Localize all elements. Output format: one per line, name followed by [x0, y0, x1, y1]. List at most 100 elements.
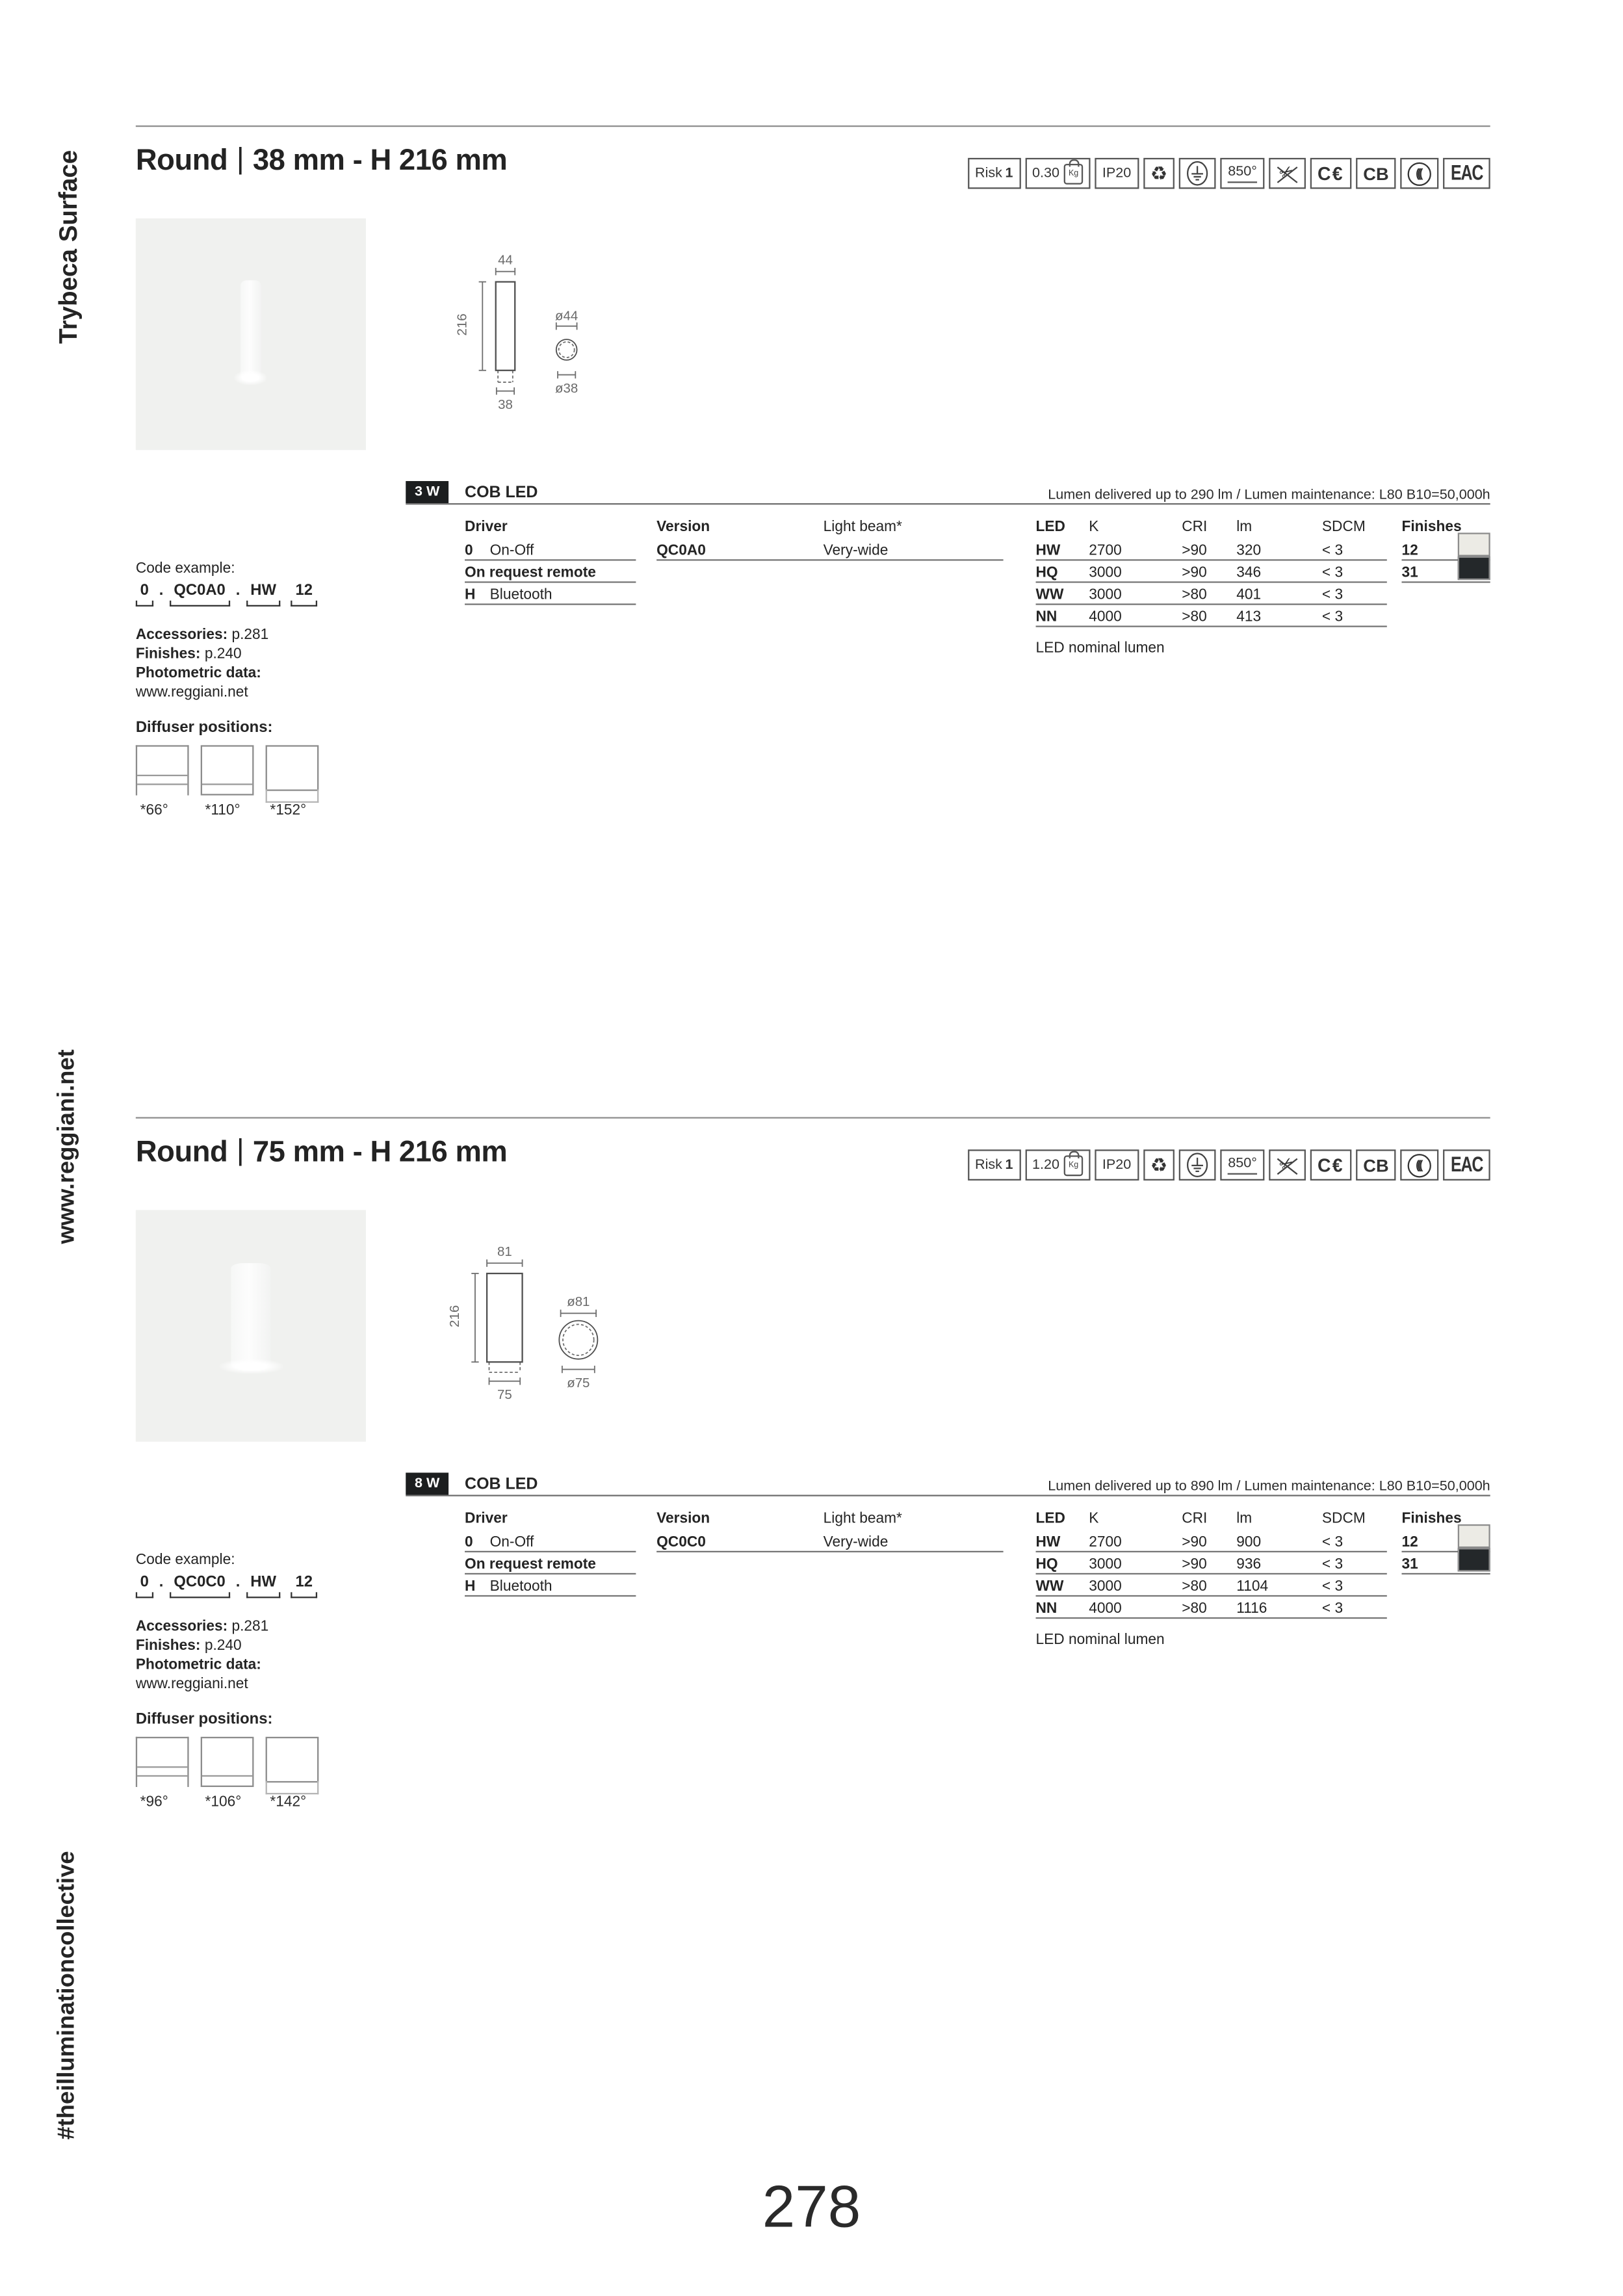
diffuser-angle: *66°: [140, 802, 168, 819]
light-beam-header: Light beam*: [823, 519, 902, 536]
recycle-icon: ♻: [1150, 162, 1168, 185]
code-part: 12: [291, 581, 317, 607]
driver-code: 0: [465, 1534, 473, 1551]
led-cri: >80: [1182, 1600, 1207, 1617]
eac-badge: EAC: [1443, 1149, 1490, 1181]
code-example-label: Code example:: [135, 560, 235, 577]
led-k: 3000: [1089, 1556, 1122, 1573]
diffuser-positions-label: Diffuser positions:: [135, 1710, 273, 1729]
code-part: HW: [246, 1572, 281, 1598]
diffuser-extension: [265, 789, 319, 803]
spec-divider: [406, 503, 1490, 505]
risk-value: 1: [1005, 165, 1013, 182]
risk-label: Risk: [975, 165, 1002, 182]
driver-value-2: Bluetooth: [489, 1578, 552, 1595]
product-photo: [135, 218, 366, 450]
table-line: [465, 1550, 636, 1553]
led-sdcm: < 3: [1321, 587, 1344, 604]
diffuser-diagram-1: [135, 1736, 189, 1787]
eac-mark: EAC: [1451, 1153, 1483, 1177]
eac-badge: EAC: [1443, 157, 1490, 189]
code-bracket: [291, 1592, 317, 1598]
temperature-badge: 850°: [1220, 157, 1265, 189]
dim-height: 216: [447, 1305, 462, 1327]
led-sdcm: < 3: [1321, 1578, 1344, 1595]
table-line: [656, 559, 1004, 561]
ccc-badge: (((: [1400, 1149, 1439, 1181]
led-cri: >90: [1182, 1556, 1207, 1573]
dimension-lines: [471, 1259, 599, 1385]
diffuser-positions-label: Diffuser positions:: [135, 718, 273, 737]
driver-header: Driver: [465, 1511, 508, 1528]
finishes-label: Finishes:: [135, 1637, 201, 1654]
diffuser-plate: [201, 1775, 253, 1777]
code-dot: .: [159, 1572, 164, 1591]
weight-value: 1.20: [1032, 1156, 1060, 1173]
diffuser-plate: [201, 783, 253, 786]
led-cri: >90: [1182, 543, 1207, 560]
table-line: [1035, 1595, 1387, 1597]
technical-drawing: 44 216 38 ø44 ø38: [443, 241, 694, 447]
diffuser-angles: *66° *110° *152°: [136, 803, 331, 819]
table-line: [465, 1595, 636, 1597]
risk-label: Risk: [975, 1156, 1002, 1173]
no-scissors-icon: ✂: [1276, 1153, 1298, 1176]
wattage-badge: 3 W: [406, 481, 449, 504]
diffuser-angles: *96° *106° *142°: [136, 1794, 331, 1810]
ip-value: IP20: [1102, 1156, 1132, 1173]
cb-mark: CB: [1363, 163, 1389, 184]
led-k: 3000: [1089, 587, 1122, 604]
table-line: [1035, 603, 1387, 605]
table-line: [1035, 1617, 1387, 1619]
diffuser-angle: *142°: [270, 1794, 307, 1811]
driver-value: On-Off: [489, 543, 534, 560]
photometric-url: www.reggiani.net: [135, 685, 248, 701]
light-glow: [218, 1359, 283, 1374]
diffuser-angle: *106°: [205, 1794, 242, 1811]
led-cri: >90: [1182, 565, 1207, 582]
code-part-text: 0: [140, 1572, 149, 1591]
led-k: 3000: [1089, 565, 1122, 582]
finish-swatch-white: [1457, 532, 1490, 556]
led-col-header: LED: [1035, 519, 1065, 536]
code-part: HW: [246, 581, 281, 607]
recycle-icon: ♻: [1150, 1154, 1168, 1177]
eac-mark: EAC: [1451, 162, 1483, 185]
table-line: [656, 1550, 1004, 1553]
lm-col-header: lm: [1236, 519, 1253, 536]
diffuser-diagram-2: [200, 745, 254, 796]
version-value: QC0C0: [656, 1534, 706, 1551]
recycle-badge: ♻: [1143, 157, 1175, 189]
led-code: HW: [1035, 543, 1061, 560]
dim-bottom-width: 75: [497, 1387, 512, 1402]
finish-code: 31: [1401, 565, 1418, 582]
led-lm: 1116: [1236, 1600, 1267, 1617]
led-lm: 900: [1236, 1534, 1262, 1551]
weight-unit: Kg: [1068, 168, 1079, 178]
ce-mark: C€: [1317, 163, 1344, 184]
code-part-text: 12: [295, 1572, 313, 1591]
code-part-text: QC0C0: [174, 1572, 226, 1591]
table-line: [465, 603, 636, 605]
accessories-page: p.281: [231, 1619, 269, 1636]
technical-drawing: 81 216 75 ø81 ø75: [443, 1232, 694, 1439]
page-number: 278: [762, 2174, 861, 2240]
driver-code: 0: [465, 543, 473, 560]
reference-links: Accessories: p.281 Finishes: p.240 Photo…: [136, 1617, 268, 1694]
cylinder-luminaire-image: [218, 1263, 283, 1374]
kg-bag-icon: Kg: [1063, 1155, 1084, 1176]
table-line: [1035, 1572, 1387, 1575]
certification-badges: Risk 1 0.30 Kg IP20 ♻ 850° ✂ C€ CB ((( EAC: [967, 157, 1490, 189]
scissors-glyph: ✂: [1276, 1153, 1298, 1176]
diffuser-angle: *152°: [270, 802, 307, 819]
led-type-label: COB LED: [465, 484, 538, 502]
version-value: QC0A0: [656, 543, 706, 560]
photometric-label: Photometric data:: [135, 1657, 261, 1674]
finishes-page: p.240: [204, 646, 242, 663]
led-col-header: LED: [1035, 1511, 1065, 1528]
finishes-ref: Finishes: p.240: [136, 1636, 268, 1656]
code-dot: .: [159, 581, 164, 599]
finish-code: 12: [1401, 543, 1418, 560]
code-part-text: HW: [250, 1572, 276, 1591]
table-line: [1401, 559, 1490, 561]
